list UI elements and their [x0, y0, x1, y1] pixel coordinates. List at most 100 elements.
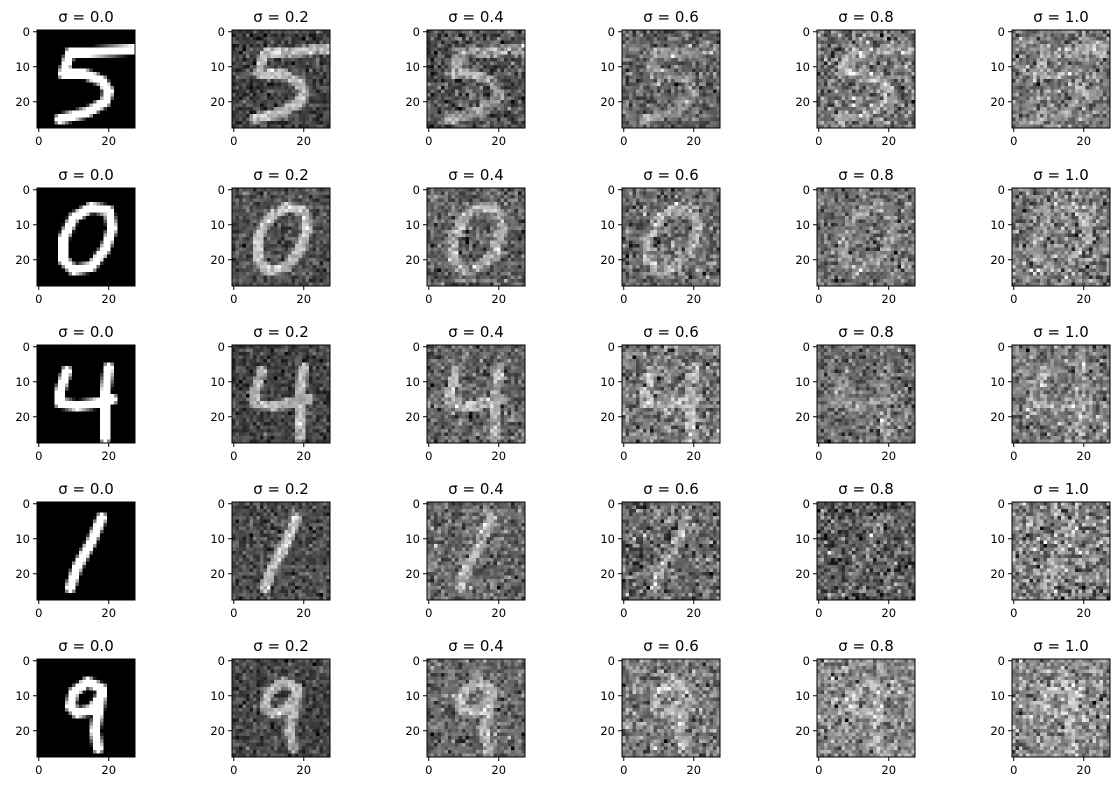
noisy-digit-image — [622, 188, 720, 286]
panel-title: σ = 0.2 — [253, 480, 308, 498]
y-tick-label: 10 — [795, 60, 810, 74]
noisy-digit-image — [817, 502, 915, 600]
x-tick-label: 0 — [815, 449, 822, 463]
y-tick-label: 20 — [990, 567, 1005, 581]
x-tick-label: 0 — [620, 763, 627, 777]
y-tick-label: 20 — [210, 410, 225, 424]
noisy-digit-image — [817, 188, 915, 286]
y-tick-label: 0 — [413, 340, 420, 354]
x-tick-label: 0 — [230, 292, 237, 306]
y-tick-label: 0 — [23, 340, 30, 354]
y-tick-label: 0 — [803, 654, 810, 668]
y-tick-label: 10 — [600, 375, 615, 389]
y-tick-label: 20 — [15, 95, 30, 109]
noisy-digit-image — [622, 345, 720, 443]
y-tick-label: 0 — [23, 654, 30, 668]
x-tick-label: 0 — [815, 134, 822, 148]
y-tick-label: 20 — [600, 253, 615, 267]
panel-title: σ = 0.2 — [253, 166, 308, 184]
x-tick-label: 20 — [491, 449, 506, 463]
noisy-digit-image — [37, 345, 135, 443]
y-tick-label: 20 — [405, 95, 420, 109]
panel-title: σ = 0.6 — [643, 637, 698, 655]
panel-title: σ = 0.2 — [253, 8, 308, 26]
y-tick-label: 0 — [218, 654, 225, 668]
noisy-digit-image — [427, 659, 525, 757]
y-tick-label: 0 — [413, 183, 420, 197]
panel-title: σ = 0.2 — [253, 323, 308, 341]
x-tick-label: 20 — [881, 763, 896, 777]
x-tick-label: 20 — [881, 292, 896, 306]
panel-title: σ = 0.4 — [448, 323, 503, 341]
y-tick-label: 10 — [210, 532, 225, 546]
x-tick-label: 20 — [1076, 134, 1091, 148]
x-tick-label: 0 — [35, 292, 42, 306]
x-tick-label: 0 — [1010, 292, 1017, 306]
y-tick-label: 20 — [15, 253, 30, 267]
y-tick-label: 0 — [23, 183, 30, 197]
x-tick-label: 0 — [620, 134, 627, 148]
y-tick-label: 10 — [990, 532, 1005, 546]
y-tick-label: 0 — [998, 25, 1005, 39]
y-tick-label: 0 — [803, 340, 810, 354]
panel-title: σ = 0.6 — [643, 166, 698, 184]
panel-title: σ = 0.8 — [838, 323, 893, 341]
x-tick-label: 20 — [1076, 606, 1091, 620]
panel-title: σ = 0.8 — [838, 8, 893, 26]
y-tick-label: 10 — [990, 60, 1005, 74]
x-tick-label: 0 — [620, 606, 627, 620]
y-tick-label: 20 — [600, 724, 615, 738]
y-tick-label: 20 — [990, 253, 1005, 267]
noisy-digit-image — [817, 659, 915, 757]
y-tick-label: 10 — [15, 532, 30, 546]
noisy-digit-image — [817, 30, 915, 128]
x-tick-label: 0 — [35, 606, 42, 620]
x-tick-label: 20 — [491, 134, 506, 148]
y-tick-label: 20 — [600, 95, 615, 109]
x-tick-label: 0 — [815, 763, 822, 777]
x-tick-label: 20 — [101, 763, 116, 777]
y-tick-label: 0 — [413, 25, 420, 39]
y-tick-label: 0 — [608, 25, 615, 39]
y-tick-label: 10 — [405, 532, 420, 546]
x-tick-label: 20 — [491, 606, 506, 620]
y-tick-label: 10 — [405, 375, 420, 389]
panel-title: σ = 0.0 — [58, 480, 113, 498]
y-tick-label: 0 — [998, 497, 1005, 511]
y-tick-label: 10 — [600, 218, 615, 232]
x-tick-label: 20 — [101, 134, 116, 148]
noisy-digit-image — [622, 502, 720, 600]
noisy-digit-image — [232, 345, 330, 443]
panel-title: σ = 0.0 — [58, 8, 113, 26]
y-tick-label: 0 — [413, 497, 420, 511]
panel-title: σ = 1.0 — [1033, 323, 1088, 341]
y-tick-label: 0 — [803, 497, 810, 511]
y-tick-label: 0 — [803, 25, 810, 39]
y-tick-label: 0 — [998, 340, 1005, 354]
y-tick-label: 0 — [998, 183, 1005, 197]
x-tick-label: 0 — [1010, 449, 1017, 463]
y-tick-label: 10 — [990, 218, 1005, 232]
y-tick-label: 20 — [15, 567, 30, 581]
noisy-digit-image — [232, 30, 330, 128]
x-tick-label: 0 — [230, 134, 237, 148]
y-tick-label: 20 — [600, 410, 615, 424]
panel-title: σ = 0.4 — [448, 637, 503, 655]
panel-title: σ = 1.0 — [1033, 480, 1088, 498]
